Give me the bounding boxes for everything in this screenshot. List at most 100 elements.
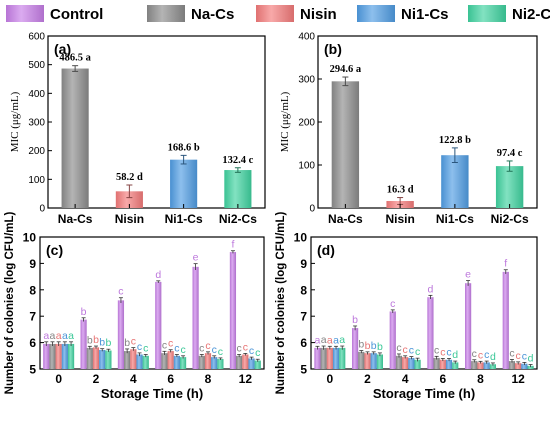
x-tick-label: 2 bbox=[93, 372, 100, 386]
plot-frame bbox=[310, 236, 538, 370]
significance-letter: c bbox=[168, 338, 173, 350]
bar-value-label: 294.6 a bbox=[330, 64, 362, 75]
significance-letter: b bbox=[371, 340, 377, 352]
bar-ni1-cs bbox=[61, 343, 68, 369]
significance-letter: c bbox=[243, 341, 248, 353]
bar-ni2-cs bbox=[489, 364, 496, 369]
bar-nisin bbox=[204, 353, 212, 369]
significance-letter: a bbox=[62, 330, 68, 342]
bar-ni2-cs bbox=[339, 347, 346, 369]
significance-letter: c bbox=[137, 341, 142, 353]
bar-control bbox=[43, 343, 50, 369]
chart-panel-d: 5 6 7 8 9 10 Number of colonies (log CFU/mL) St… bbox=[275, 211, 538, 401]
bar-ni1-cs bbox=[332, 347, 340, 369]
x-tick-label: Nisin bbox=[385, 212, 414, 226]
x-tick-label: 4 bbox=[402, 372, 409, 386]
significance-letter: c bbox=[472, 348, 477, 360]
legend-label-ni1-cs: Ni1-Cs bbox=[401, 6, 449, 23]
y-tick-label: 0 bbox=[309, 204, 315, 215]
significance-letter: a bbox=[43, 330, 49, 342]
bar-control bbox=[192, 266, 199, 369]
x-tick-label: 8 bbox=[477, 372, 484, 386]
x-tick-label: Ni1-Cs bbox=[436, 212, 474, 226]
y-tick-label: 5 bbox=[300, 363, 307, 377]
significance-letter: a bbox=[321, 334, 327, 346]
significance-letter: b bbox=[87, 334, 93, 346]
significance-letter: c bbox=[478, 349, 483, 361]
bar-control bbox=[314, 347, 321, 369]
x-axis-label: Storage Time (h) bbox=[101, 386, 203, 401]
x-tick-label: 0 bbox=[326, 372, 333, 386]
bar-value-label: 58.2 d bbox=[116, 172, 143, 183]
significance-letter: b bbox=[99, 337, 105, 349]
bar-control bbox=[465, 283, 472, 369]
legend-swatch-nisin bbox=[256, 5, 294, 22]
significance-letter: d bbox=[490, 351, 496, 363]
bar-na-cs bbox=[61, 68, 89, 208]
legend-swatch-ni2-cs bbox=[468, 5, 506, 22]
bar-ni2-cs bbox=[224, 170, 252, 208]
significance-letter: a bbox=[339, 334, 345, 346]
bar-value-label: 97.4 c bbox=[497, 148, 523, 159]
significance-letter: c bbox=[118, 286, 123, 298]
x-tick-label: 12 bbox=[239, 372, 253, 386]
significance-letter: c bbox=[516, 350, 521, 362]
bar-nisin bbox=[515, 363, 522, 369]
panel-label: (a) bbox=[54, 41, 71, 57]
bar-na-cs bbox=[198, 355, 205, 369]
y-tick-label: 200 bbox=[28, 146, 45, 157]
significance-letter: b bbox=[352, 314, 358, 326]
significance-letter: c bbox=[212, 344, 217, 356]
x-tick-label: 0 bbox=[55, 372, 62, 386]
x-tick-label: 8 bbox=[205, 372, 212, 386]
significance-letter: c bbox=[255, 347, 260, 359]
significance-letter: c bbox=[403, 344, 408, 356]
bar-ni2-cs bbox=[105, 350, 112, 369]
bar-ni1-cs bbox=[248, 358, 255, 369]
bar-value-label: 168.6 b bbox=[168, 142, 200, 153]
y-tick-label: 9 bbox=[29, 257, 36, 271]
bar-nisin bbox=[115, 191, 143, 208]
legend-swatch-na-cs bbox=[147, 5, 185, 22]
significance-letter: c bbox=[509, 347, 514, 359]
bar-ni2-cs bbox=[179, 357, 187, 369]
significance-letter: b bbox=[365, 340, 371, 352]
significance-letter: f bbox=[231, 239, 234, 251]
significance-letter: c bbox=[434, 344, 439, 356]
significance-letter: a bbox=[327, 334, 333, 346]
bar-ni1-cs bbox=[445, 359, 453, 369]
significance-letter: c bbox=[249, 345, 254, 357]
significance-letter: c bbox=[409, 345, 414, 357]
bar-ni1-cs bbox=[521, 363, 528, 369]
x-tick-label: 6 bbox=[167, 372, 174, 386]
y-tick-label: 7 bbox=[29, 310, 36, 324]
y-tick-label: 0 bbox=[39, 204, 45, 215]
bar-na-cs bbox=[236, 355, 243, 369]
bar-na-cs bbox=[161, 353, 168, 369]
y-tick-label: 9 bbox=[300, 257, 307, 271]
bar-na-cs bbox=[86, 347, 93, 369]
significance-letter: c bbox=[218, 346, 223, 358]
bar-ni2-cs bbox=[142, 355, 149, 369]
bar-ni2-cs bbox=[217, 358, 224, 369]
bar-ni1-cs bbox=[483, 362, 490, 369]
significance-letter: b bbox=[124, 337, 130, 349]
significance-letter: c bbox=[522, 350, 527, 362]
plot-frame bbox=[39, 236, 265, 370]
y-axis-label: Number of colonies (log CFU/mL) bbox=[4, 211, 16, 394]
significance-letter: d bbox=[428, 283, 434, 295]
significance-letter: b bbox=[377, 341, 383, 353]
chart-panel-b: 0 100 200 300 400 MIC (μg/mL) (b) 294.6 a Na-Cs 1… bbox=[279, 32, 538, 226]
y-tick-label: 6 bbox=[300, 336, 307, 350]
x-tick-label: Na-Cs bbox=[328, 212, 363, 226]
y-tick-label: 200 bbox=[298, 118, 315, 129]
y-tick-label: 7 bbox=[300, 310, 307, 324]
bar-na-cs bbox=[433, 357, 440, 369]
bar-ni1-cs bbox=[173, 355, 180, 369]
bar-value-label: 486.5 a bbox=[59, 53, 91, 64]
significance-letter: c bbox=[446, 346, 451, 358]
x-tick-label: Nisin bbox=[115, 212, 144, 226]
chart-panel-c: 5 6 7 8 9 10 Number of colonies (log CFU/mL) St… bbox=[4, 211, 265, 401]
significance-letter: c bbox=[131, 336, 136, 348]
bar-na-cs bbox=[358, 351, 365, 369]
